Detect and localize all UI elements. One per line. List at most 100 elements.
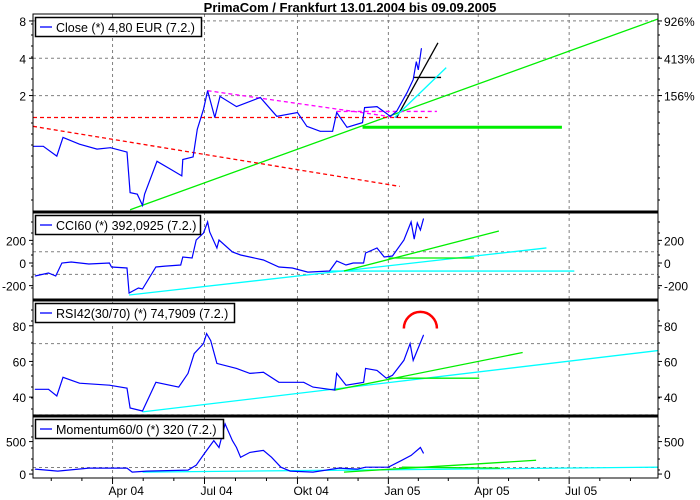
y-tick-label-left: 8	[19, 15, 26, 29]
data-point	[180, 264, 182, 266]
data-point	[392, 255, 393, 257]
y-tick-label-left: 60	[13, 355, 27, 369]
trend-line-green	[343, 459, 537, 473]
x-tick-label: Okt 04	[293, 484, 329, 498]
data-point	[55, 275, 57, 277]
plot-area	[34, 310, 658, 413]
data-point	[126, 151, 128, 153]
data-point	[336, 260, 338, 262]
data-point	[187, 469, 189, 471]
data-point	[416, 222, 418, 224]
data-point	[423, 218, 424, 220]
data-point	[303, 381, 305, 383]
data-point	[218, 239, 220, 241]
trend-line-green	[401, 466, 500, 469]
data-point	[126, 467, 128, 469]
data-point	[297, 112, 298, 113]
data-point	[57, 470, 59, 472]
data-point	[181, 175, 183, 177]
data-point	[338, 467, 340, 469]
trend-line-cyan	[142, 466, 658, 473]
data-point	[34, 275, 36, 277]
data-point	[48, 272, 49, 274]
y-tick-label-right: 80	[664, 320, 678, 334]
data-point	[219, 95, 221, 97]
data-point	[196, 128, 198, 130]
y-tick-label-right: 60	[664, 355, 678, 369]
data-point	[363, 381, 364, 383]
data-point	[276, 115, 278, 117]
data-point	[387, 466, 389, 468]
data-point	[319, 130, 321, 132]
data-point	[306, 125, 308, 127]
data-point	[34, 468, 36, 470]
data-point	[396, 111, 398, 112]
data-point	[193, 353, 195, 354]
data-point	[376, 106, 378, 107]
data-point	[278, 381, 280, 383]
data-point	[332, 130, 333, 132]
data-point	[56, 155, 58, 157]
data-point	[336, 372, 338, 374]
x-tick-label: Jul 05	[565, 484, 597, 498]
data-point	[131, 471, 133, 473]
data-point	[240, 456, 242, 458]
data-point	[240, 254, 242, 256]
data-point	[218, 447, 220, 448]
data-point	[403, 359, 405, 361]
data-point	[249, 372, 251, 374]
data-point	[109, 384, 110, 386]
y-tick-label-right: 200	[664, 234, 684, 248]
data-point	[249, 452, 251, 453]
data-point	[224, 423, 226, 425]
data-point	[336, 112, 338, 113]
legend-label: RSI42(30/70) (*) 74,7909 (7.2.)	[56, 307, 228, 321]
plot-frame	[32, 13, 659, 479]
data-point	[259, 97, 261, 98]
data-point	[423, 452, 424, 454]
y-tick-label-left: 0	[19, 257, 26, 271]
data-point	[216, 247, 218, 249]
legend-box	[34, 418, 225, 440]
data-point	[155, 266, 157, 268]
panel-cci: 200 0 -200 200 0 -200 CCI60 (*) 392,0925 (7.2.…	[2, 210, 688, 296]
y-tick-label-left: 0	[19, 468, 26, 482]
data-point	[419, 229, 421, 231]
legend-label: Close (*) 4,80 EUR (7.2.)	[56, 21, 195, 35]
data-point	[419, 447, 421, 448]
data-point	[34, 388, 36, 390]
data-point	[291, 267, 293, 269]
data-point	[412, 79, 414, 81]
data-point	[216, 363, 218, 364]
data-point	[96, 148, 98, 150]
data-point	[362, 122, 363, 124]
trend-line-green	[129, 18, 658, 211]
data-point	[192, 156, 194, 158]
data-point	[403, 239, 405, 241]
data-point	[392, 374, 393, 376]
y-tick-label-left: 2	[19, 90, 26, 104]
data-point	[236, 447, 237, 448]
y-tick-label-right: 0	[664, 257, 671, 271]
panel-momentum: 500 0 500 0 Momentum60/0 (*) 320 (7.2.)	[6, 414, 684, 482]
data-point	[390, 115, 391, 117]
data-point	[62, 136, 64, 138]
data-point	[262, 371, 264, 373]
data-point	[126, 387, 128, 389]
data-point	[178, 386, 180, 388]
data-point	[312, 386, 314, 388]
y-tick-label-right: 0	[664, 468, 671, 482]
series-line-cci	[34, 218, 425, 294]
data-point	[210, 340, 212, 341]
data-point	[231, 440, 233, 442]
data-point	[155, 381, 157, 383]
data-point	[423, 334, 424, 336]
data-point	[79, 143, 80, 145]
plot-area	[34, 422, 658, 473]
data-point	[206, 333, 207, 335]
series-line-rsi	[35, 332, 425, 412]
data-point	[278, 266, 280, 268]
data-point	[410, 221, 412, 223]
legend-box	[34, 16, 203, 38]
